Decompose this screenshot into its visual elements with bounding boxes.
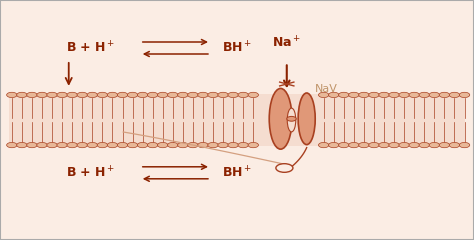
Text: B + H$^+$: B + H$^+$ <box>66 40 116 56</box>
Circle shape <box>449 92 460 97</box>
Circle shape <box>97 92 108 97</box>
Circle shape <box>107 92 118 97</box>
Circle shape <box>409 142 419 148</box>
Circle shape <box>188 92 198 97</box>
Circle shape <box>168 142 178 148</box>
Circle shape <box>238 142 248 148</box>
Circle shape <box>97 142 108 148</box>
Circle shape <box>369 92 379 97</box>
Ellipse shape <box>287 108 296 132</box>
Circle shape <box>117 92 128 97</box>
Circle shape <box>338 142 349 148</box>
Circle shape <box>389 92 399 97</box>
Text: Na$^+$: Na$^+$ <box>272 35 301 50</box>
Circle shape <box>198 142 208 148</box>
Text: BH$^+$: BH$^+$ <box>222 165 252 180</box>
Circle shape <box>47 142 57 148</box>
Circle shape <box>389 142 399 148</box>
Circle shape <box>439 92 450 97</box>
Circle shape <box>137 92 148 97</box>
Circle shape <box>319 92 329 97</box>
Text: NaV: NaV <box>315 84 338 94</box>
Circle shape <box>128 142 138 148</box>
Circle shape <box>7 92 17 97</box>
Circle shape <box>37 92 47 97</box>
Circle shape <box>107 142 118 148</box>
Circle shape <box>379 142 389 148</box>
Circle shape <box>459 142 470 148</box>
Circle shape <box>328 142 339 148</box>
Circle shape <box>7 142 17 148</box>
Circle shape <box>208 92 218 97</box>
Circle shape <box>359 142 369 148</box>
Circle shape <box>27 142 37 148</box>
Ellipse shape <box>269 89 292 149</box>
Circle shape <box>349 92 359 97</box>
Circle shape <box>178 142 188 148</box>
Circle shape <box>449 142 460 148</box>
Circle shape <box>67 142 77 148</box>
Circle shape <box>399 92 410 97</box>
Circle shape <box>17 142 27 148</box>
Circle shape <box>178 92 188 97</box>
Circle shape <box>37 142 47 148</box>
Circle shape <box>47 92 57 97</box>
Circle shape <box>198 92 208 97</box>
Circle shape <box>248 142 258 148</box>
Circle shape <box>228 92 238 97</box>
Circle shape <box>439 142 450 148</box>
Circle shape <box>67 92 77 97</box>
Circle shape <box>137 142 148 148</box>
Circle shape <box>228 142 238 148</box>
Circle shape <box>77 142 88 148</box>
Circle shape <box>168 92 178 97</box>
Circle shape <box>57 142 67 148</box>
Circle shape <box>419 92 429 97</box>
Bar <box>9 94 465 146</box>
Circle shape <box>328 92 339 97</box>
Circle shape <box>429 142 439 148</box>
Circle shape <box>359 92 369 97</box>
Ellipse shape <box>298 93 315 145</box>
Circle shape <box>17 92 27 97</box>
Circle shape <box>459 92 470 97</box>
Text: B + H$^+$: B + H$^+$ <box>66 165 116 180</box>
Circle shape <box>147 92 158 97</box>
Circle shape <box>338 92 349 97</box>
Circle shape <box>349 142 359 148</box>
Circle shape <box>238 92 248 97</box>
Circle shape <box>87 92 98 97</box>
Circle shape <box>87 142 98 148</box>
Circle shape <box>287 116 296 121</box>
Circle shape <box>409 92 419 97</box>
Circle shape <box>188 142 198 148</box>
Circle shape <box>117 142 128 148</box>
Circle shape <box>399 142 410 148</box>
Circle shape <box>27 92 37 97</box>
Circle shape <box>57 92 67 97</box>
Circle shape <box>77 92 88 97</box>
Circle shape <box>419 142 429 148</box>
Circle shape <box>319 142 329 148</box>
Circle shape <box>379 92 389 97</box>
Circle shape <box>128 92 138 97</box>
Circle shape <box>208 142 218 148</box>
Text: BH$^+$: BH$^+$ <box>222 40 252 56</box>
Circle shape <box>248 92 258 97</box>
Circle shape <box>276 164 293 172</box>
Circle shape <box>429 92 439 97</box>
Circle shape <box>157 142 168 148</box>
Circle shape <box>218 142 228 148</box>
Circle shape <box>369 142 379 148</box>
Circle shape <box>218 92 228 97</box>
Circle shape <box>157 92 168 97</box>
Circle shape <box>147 142 158 148</box>
